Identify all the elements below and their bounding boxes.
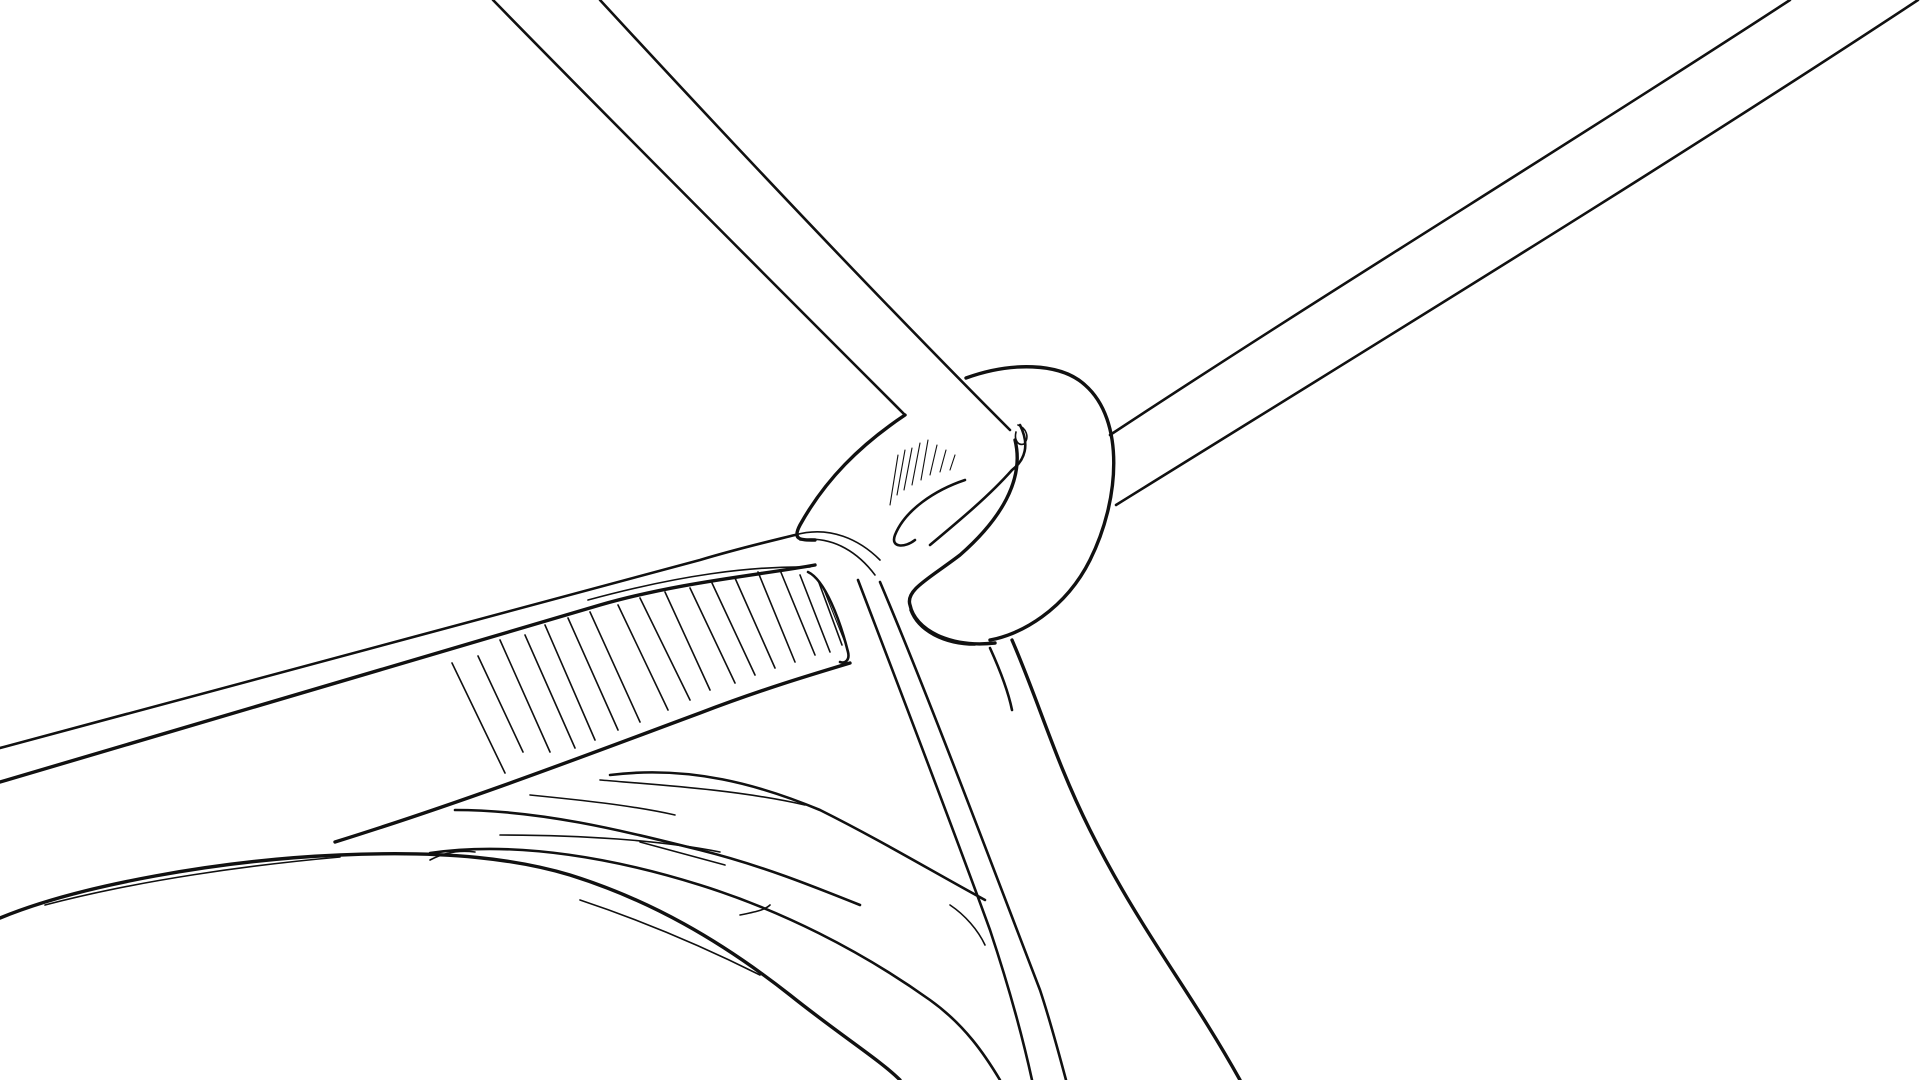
drape-large-curve — [0, 852, 902, 1080]
rod-hatch-stroke — [779, 569, 816, 656]
lower-left-rod-end-cap — [806, 570, 850, 664]
connector-ring-bottom-detail — [909, 609, 976, 646]
lower-center-rod — [856, 578, 1068, 1080]
rod-hatch-stroke — [451, 662, 506, 774]
upper-right-rod — [1108, 0, 1920, 507]
ring-hatch-stroke — [903, 447, 913, 491]
drape-fold-2 — [599, 779, 806, 806]
drape-fold-1 — [529, 794, 676, 816]
lower-center-rod-left-edge — [856, 578, 1034, 1080]
drape-second-curve — [428, 847, 1002, 1080]
upper-left-rod — [491, 0, 1012, 432]
ring-hatch-stroke — [889, 454, 899, 506]
connector-ring-outer — [964, 365, 1116, 642]
rod-hatch-stroke — [664, 591, 711, 691]
ring-hatch-stroke — [911, 442, 921, 486]
drape-fold-4 — [499, 834, 721, 853]
lower-left-rod — [0, 533, 852, 844]
ring-hatching — [889, 439, 956, 506]
lower-center-rod-right-edge — [878, 580, 1068, 1080]
connector-ring — [794, 365, 1116, 646]
rod-hatch-stroke — [689, 587, 736, 684]
ring-hatch-stroke — [896, 449, 906, 496]
rod-hatch-stroke — [757, 571, 796, 663]
rod-hatch-stroke — [639, 597, 691, 701]
drape-third-curve — [453, 808, 862, 907]
rod-hatch-stroke — [589, 611, 641, 723]
drape-fold-6 — [429, 850, 476, 861]
lower-left-rod-bottom-edge — [0, 563, 817, 784]
connector-hub-cup — [892, 478, 967, 547]
drape-fold-7 — [739, 904, 771, 916]
ring-hatch-stroke — [929, 444, 938, 476]
rod-hatch-stroke — [821, 584, 849, 651]
rod-hatch-stroke — [617, 604, 669, 711]
rod-hatch-stroke — [799, 574, 831, 653]
connector-hub-left — [795, 413, 907, 542]
rod-hatch-stroke — [544, 624, 596, 741]
rod-hatch-stroke — [524, 634, 576, 749]
connector-hub-joint-2 — [799, 538, 876, 576]
upper-left-rod-inner-edge — [598, 0, 1012, 432]
right-descending-limb — [988, 638, 1242, 1080]
rod-hatch-stroke — [499, 639, 551, 753]
upper-left-rod-outer-edge — [491, 0, 907, 417]
rod-hatch-stroke — [711, 582, 756, 676]
upper-right-rod-top-edge — [1108, 0, 1792, 437]
connector-hub-joint — [794, 531, 881, 561]
drape-fold-5 — [579, 899, 761, 976]
upper-right-rod-bottom-edge — [1114, 0, 1920, 507]
lower-left-rod-shade-line — [587, 566, 811, 601]
ring-hatch-stroke — [920, 439, 929, 481]
connector-ring-inner-lip — [928, 423, 1027, 547]
lower-left-rod-underside — [333, 661, 852, 844]
rod-hatch-stroke — [477, 655, 524, 753]
rod-hatch-stroke — [567, 617, 619, 731]
lower-drape — [0, 771, 1002, 1080]
connector-ring-inner-front — [907, 438, 1019, 646]
drape-fold-8 — [949, 904, 986, 946]
right-limb-outer-edge — [1010, 638, 1242, 1080]
connector-ring-bolt — [1014, 424, 1028, 446]
ring-hatch-stroke — [939, 449, 947, 473]
drape-fold-3 — [639, 841, 726, 866]
lower-left-rod-top-edge — [0, 533, 797, 750]
right-limb-inner-edge — [988, 646, 1014, 712]
ring-hatch-stroke — [949, 454, 956, 471]
rod-hatch-stroke — [734, 577, 776, 669]
drape-fourth-curve — [608, 771, 987, 902]
drape-fold-9 — [44, 856, 341, 906]
rod-hatch-stroke — [817, 579, 843, 646]
rod-hatching — [451, 569, 849, 774]
